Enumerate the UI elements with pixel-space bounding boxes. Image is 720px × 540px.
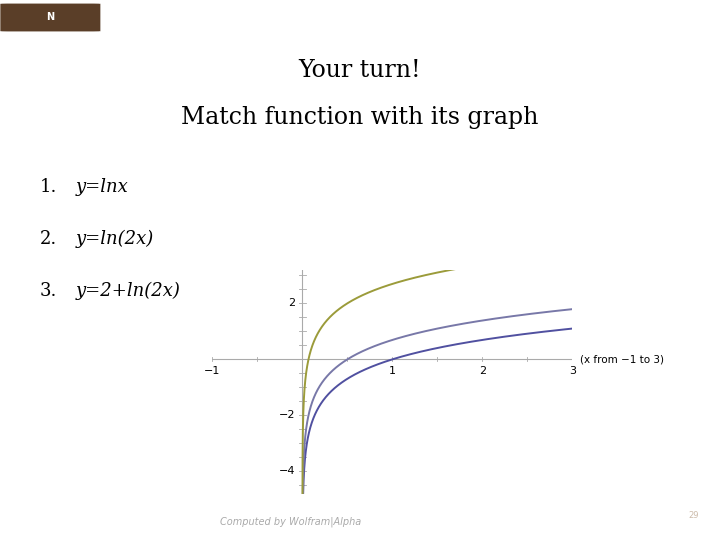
Text: Match function with its graph: Match function with its graph: [181, 106, 539, 129]
Text: Computed by Wolfram|Alpha: Computed by Wolfram|Alpha: [220, 516, 361, 526]
Text: UNIVERSITY: UNIVERSITY: [126, 22, 173, 28]
Text: Your turn!: Your turn!: [299, 59, 421, 82]
Text: (x from −1 to 3): (x from −1 to 3): [580, 354, 664, 364]
Text: 2.: 2.: [40, 230, 57, 248]
Text: 3.: 3.: [40, 282, 57, 300]
Text: −1: −1: [204, 366, 220, 376]
FancyBboxPatch shape: [0, 3, 101, 32]
Text: 29: 29: [688, 511, 698, 520]
Text: 2019-2020: 2019-2020: [599, 519, 698, 538]
Text: 2: 2: [288, 298, 295, 308]
Text: 1: 1: [389, 366, 396, 376]
Text: y=lnx: y=lnx: [76, 178, 128, 195]
Text: 1.: 1.: [40, 178, 57, 195]
Text: 2: 2: [479, 366, 486, 376]
Text: N: N: [46, 12, 55, 23]
Text: y=2+ln(2x): y=2+ln(2x): [76, 282, 181, 300]
Text: NAZARBAYEV: NAZARBAYEV: [126, 7, 179, 13]
Text: 3: 3: [569, 366, 576, 376]
Text: Foundation Year Program: Foundation Year Program: [498, 10, 709, 25]
Text: y=ln(2x): y=ln(2x): [76, 230, 154, 248]
Text: −4: −4: [279, 467, 295, 476]
Text: −2: −2: [279, 410, 295, 420]
